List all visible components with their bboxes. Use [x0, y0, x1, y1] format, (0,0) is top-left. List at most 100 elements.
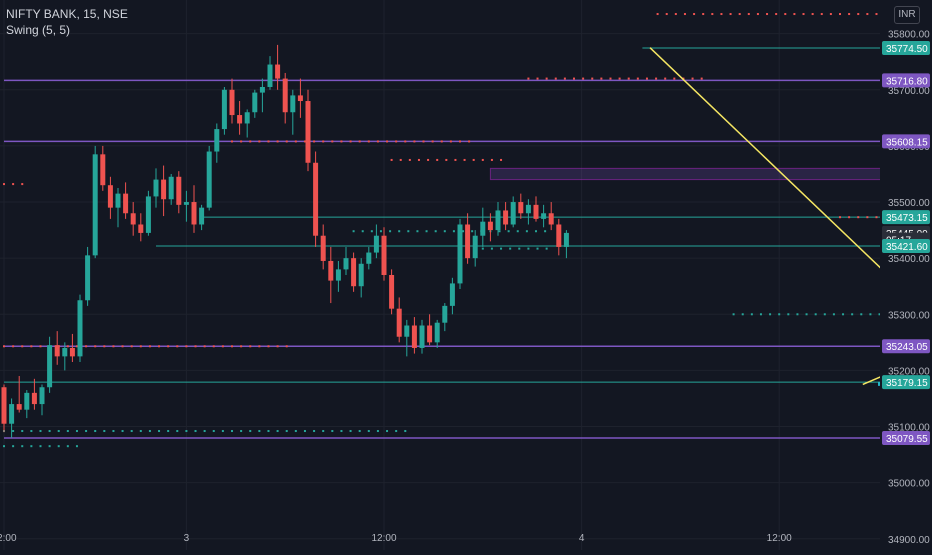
- swing-high-dot: [702, 13, 705, 16]
- swing-high-dot: [66, 345, 69, 348]
- price-label-box: [882, 339, 930, 354]
- candle-up: [199, 207, 205, 225]
- swing-low-dot: [796, 313, 799, 316]
- swing-low-dot: [331, 430, 334, 433]
- price-axis: 34900.00 35000.00 35100.00 35200.00 35300.00…: [880, 0, 932, 550]
- price-label: 35421.60: [886, 242, 928, 253]
- swing-high-dot: [21, 183, 24, 186]
- zones: [489, 167, 932, 181]
- swing-high-dot: [775, 13, 778, 16]
- candle-up: [335, 269, 341, 281]
- swing-high-dot: [636, 77, 639, 80]
- swing-low-dot: [518, 247, 521, 250]
- swing-low-dot: [759, 313, 762, 316]
- price-label: 35243.05: [886, 342, 928, 353]
- price-label-box: [882, 239, 930, 254]
- swing-high-dot: [738, 13, 741, 16]
- swing-high-dot: [664, 77, 667, 80]
- candle-down: [465, 224, 471, 259]
- candle-up: [510, 202, 516, 225]
- price-label: 35716.80: [886, 76, 928, 87]
- swing-high-dot: [267, 140, 270, 143]
- candle-down: [556, 224, 562, 247]
- candle-up: [259, 86, 265, 93]
- swing-high-dot: [802, 13, 805, 16]
- time-tick-label: 12:00: [371, 533, 396, 544]
- swing-low-dot: [12, 430, 15, 433]
- swing-low-dot: [860, 313, 863, 316]
- symbol-title[interactable]: NIFTY BANK, 15, NSE: [6, 7, 128, 21]
- swing-low-dot: [130, 430, 133, 433]
- swing-high-dot: [112, 345, 115, 348]
- candle-down: [548, 213, 554, 225]
- swing-low-dot: [139, 430, 142, 433]
- swing-high-dot: [673, 77, 676, 80]
- trendlines: [649, 47, 932, 386]
- swing-high-dot: [258, 345, 261, 348]
- candle-up: [563, 232, 569, 247]
- swing-high-dot: [130, 345, 133, 348]
- swing-low-dot: [525, 230, 528, 233]
- candle-down: [487, 221, 493, 231]
- swing-high-dot: [94, 345, 97, 348]
- swing-high-dot: [322, 140, 325, 143]
- candle-down: [161, 179, 167, 200]
- candle-up: [24, 392, 30, 410]
- swing-high-dot: [285, 140, 288, 143]
- swing-high-dot: [848, 216, 851, 219]
- candle-up: [168, 176, 174, 200]
- swing-high-dot: [459, 140, 461, 143]
- swing-high-dot: [875, 216, 878, 219]
- swing-high-dot: [591, 77, 594, 80]
- candle-up: [9, 404, 15, 424]
- swing-low-dot: [443, 230, 446, 233]
- currency-badge[interactable]: INR: [894, 6, 920, 24]
- swing-high-dot: [221, 345, 224, 348]
- swing-low-dot: [376, 430, 379, 433]
- swing-high-dot: [313, 140, 316, 143]
- swing-high-dot: [875, 13, 878, 16]
- swing-high-dot: [231, 345, 233, 348]
- swing-high-dot: [472, 158, 475, 161]
- swing-low-dot: [112, 430, 115, 433]
- candle-down: [237, 115, 243, 124]
- indicator-label[interactable]: Swing (5, 5): [6, 23, 71, 37]
- candle-down: [305, 101, 311, 163]
- candle-down: [328, 260, 334, 281]
- swing-low-dot: [203, 430, 206, 433]
- swing-high-dot: [399, 158, 402, 161]
- swing-low-dot: [869, 313, 872, 316]
- candle-down: [176, 176, 182, 205]
- swing-high-dot: [395, 140, 398, 143]
- candle-up: [47, 345, 53, 388]
- swing-low-dot: [3, 445, 5, 448]
- candle-up: [145, 196, 151, 233]
- candle-down: [320, 235, 326, 261]
- swing-low-dot: [30, 445, 33, 448]
- candle-down: [518, 202, 524, 214]
- swing-high-dot: [536, 77, 539, 80]
- swing-low-dot: [851, 313, 854, 316]
- swing-low-dot: [769, 313, 772, 316]
- candle-down: [411, 325, 417, 348]
- swing-high-dot: [481, 158, 484, 161]
- candle-up: [206, 151, 212, 208]
- candle-down: [191, 202, 197, 225]
- swing-high-dot: [445, 158, 448, 161]
- candle-up: [442, 305, 448, 323]
- candle-down: [138, 224, 144, 233]
- swing-high-dot: [573, 77, 575, 80]
- swing-low-dot: [30, 430, 33, 433]
- price-label-box: [882, 431, 930, 446]
- swing-high-dot: [367, 140, 370, 143]
- swing-low-dot: [358, 430, 361, 433]
- candle-up: [77, 300, 83, 357]
- swing-low-dot: [57, 445, 60, 448]
- swing-high-dot: [729, 13, 732, 16]
- swing-low-dot: [12, 445, 15, 448]
- swing-high-dot: [656, 13, 659, 16]
- swing-high-dot: [468, 140, 471, 143]
